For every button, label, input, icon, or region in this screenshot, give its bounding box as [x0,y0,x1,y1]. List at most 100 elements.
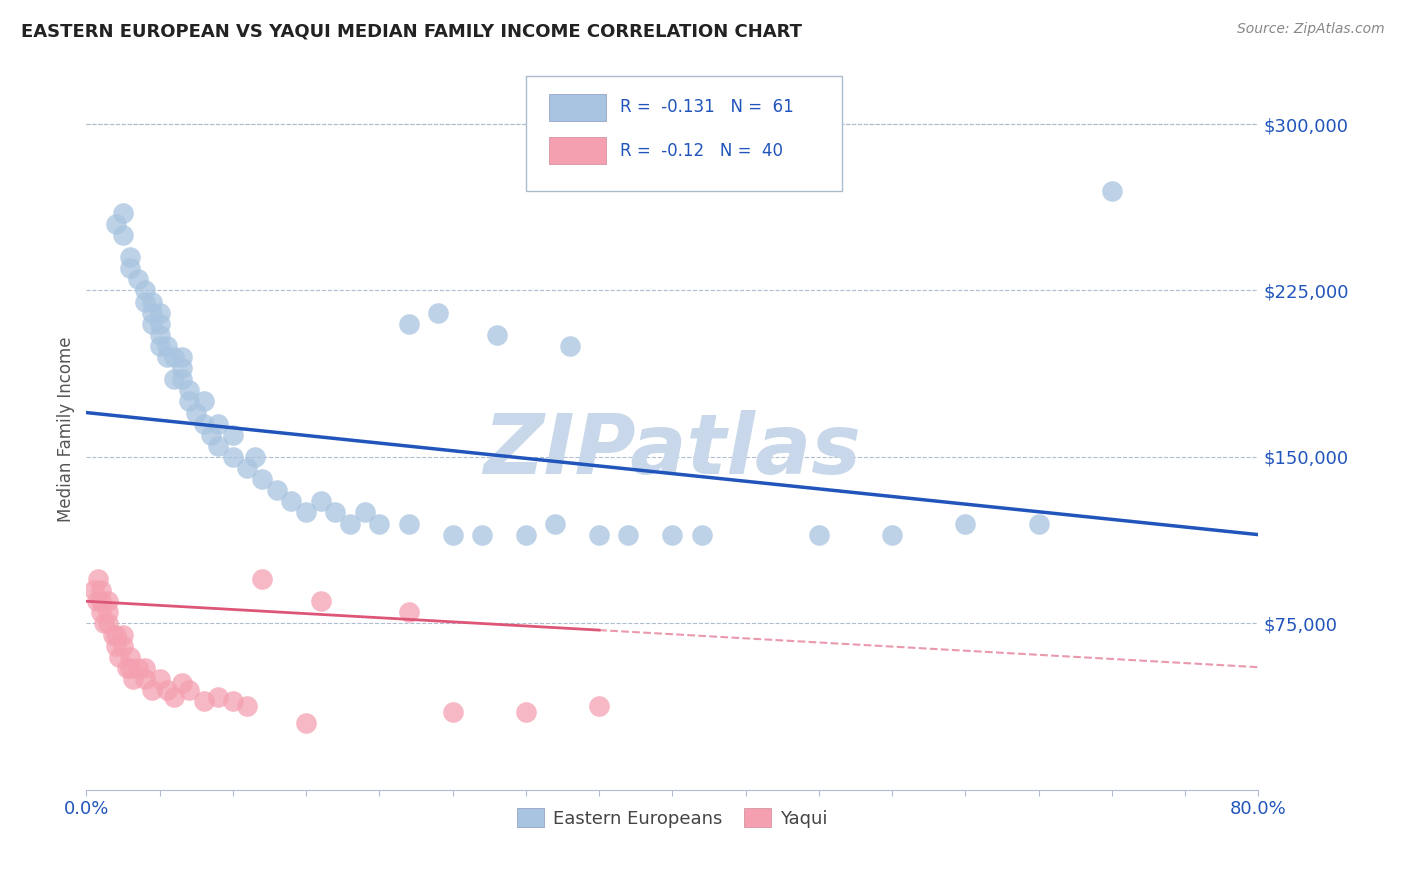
Point [148,339,170,353]
Text: Source: ZipAtlas.com: Source: ZipAtlas.com [1237,22,1385,37]
Point [807,527,830,541]
Point [295,506,318,520]
Point [141,317,163,331]
Point [148,306,170,320]
Point [186,406,208,420]
FancyBboxPatch shape [550,94,606,121]
Point [222,694,245,708]
Point [120,661,142,675]
Point [127,661,149,675]
Point [90,594,112,608]
Point [295,716,318,731]
Point [193,394,215,409]
Point [163,350,186,364]
Point [107,649,129,664]
Point [207,417,229,431]
Point [515,705,537,719]
Point [120,250,142,264]
Point [441,705,464,719]
Point [398,317,420,331]
Point [882,527,904,541]
Point [83,583,105,598]
Point [134,294,156,309]
Point [243,450,266,464]
Point [170,372,193,386]
Point [588,527,610,541]
Point [86,594,108,608]
Point [156,339,179,353]
Point [250,472,273,486]
Point [97,605,120,619]
Point [93,616,115,631]
Point [368,516,391,531]
Point [97,594,120,608]
Point [1028,516,1050,531]
Point [200,427,222,442]
Point [544,516,567,531]
Point [170,350,193,364]
Point [148,317,170,331]
Point [325,506,347,520]
Point [441,527,464,541]
Point [141,306,163,320]
Point [87,572,110,586]
Point [236,698,259,713]
Point [148,672,170,686]
Point [117,661,139,675]
Point [134,672,156,686]
Point [163,372,186,386]
Point [398,516,420,531]
Point [280,494,302,508]
Point [111,227,134,242]
Point [515,527,537,541]
Point [266,483,288,498]
Point [177,394,200,409]
Point [101,627,124,641]
Point [134,284,156,298]
Point [141,683,163,698]
Point [90,605,112,619]
Point [163,690,186,704]
Point [222,427,245,442]
Point [309,594,332,608]
Point [309,494,332,508]
Point [141,294,163,309]
Point [111,627,134,641]
Point [398,605,420,619]
Point [588,698,610,713]
Point [485,327,508,342]
Point [127,272,149,286]
Point [97,616,120,631]
Point [177,384,200,398]
Point [193,417,215,431]
Point [104,639,127,653]
Point [558,339,581,353]
Point [90,583,112,598]
FancyBboxPatch shape [550,137,606,164]
Point [353,506,375,520]
Point [170,676,193,690]
Point [339,516,361,531]
FancyBboxPatch shape [526,76,842,191]
Legend: Eastern Europeans, Yaqui: Eastern Europeans, Yaqui [510,801,835,835]
Point [120,649,142,664]
Point [617,527,640,541]
Text: R =  -0.12   N =  40: R = -0.12 N = 40 [620,142,783,160]
Point [955,516,977,531]
Point [426,306,449,320]
Point [177,683,200,698]
Point [111,639,134,653]
Point [111,206,134,220]
Point [156,350,179,364]
Text: ZIPatlas: ZIPatlas [484,410,862,491]
Point [471,527,494,541]
Point [122,672,145,686]
Point [170,361,193,376]
Point [104,217,127,231]
Point [207,690,229,704]
Point [690,527,713,541]
Point [120,261,142,276]
Point [207,439,229,453]
Point [193,694,215,708]
Point [134,661,156,675]
